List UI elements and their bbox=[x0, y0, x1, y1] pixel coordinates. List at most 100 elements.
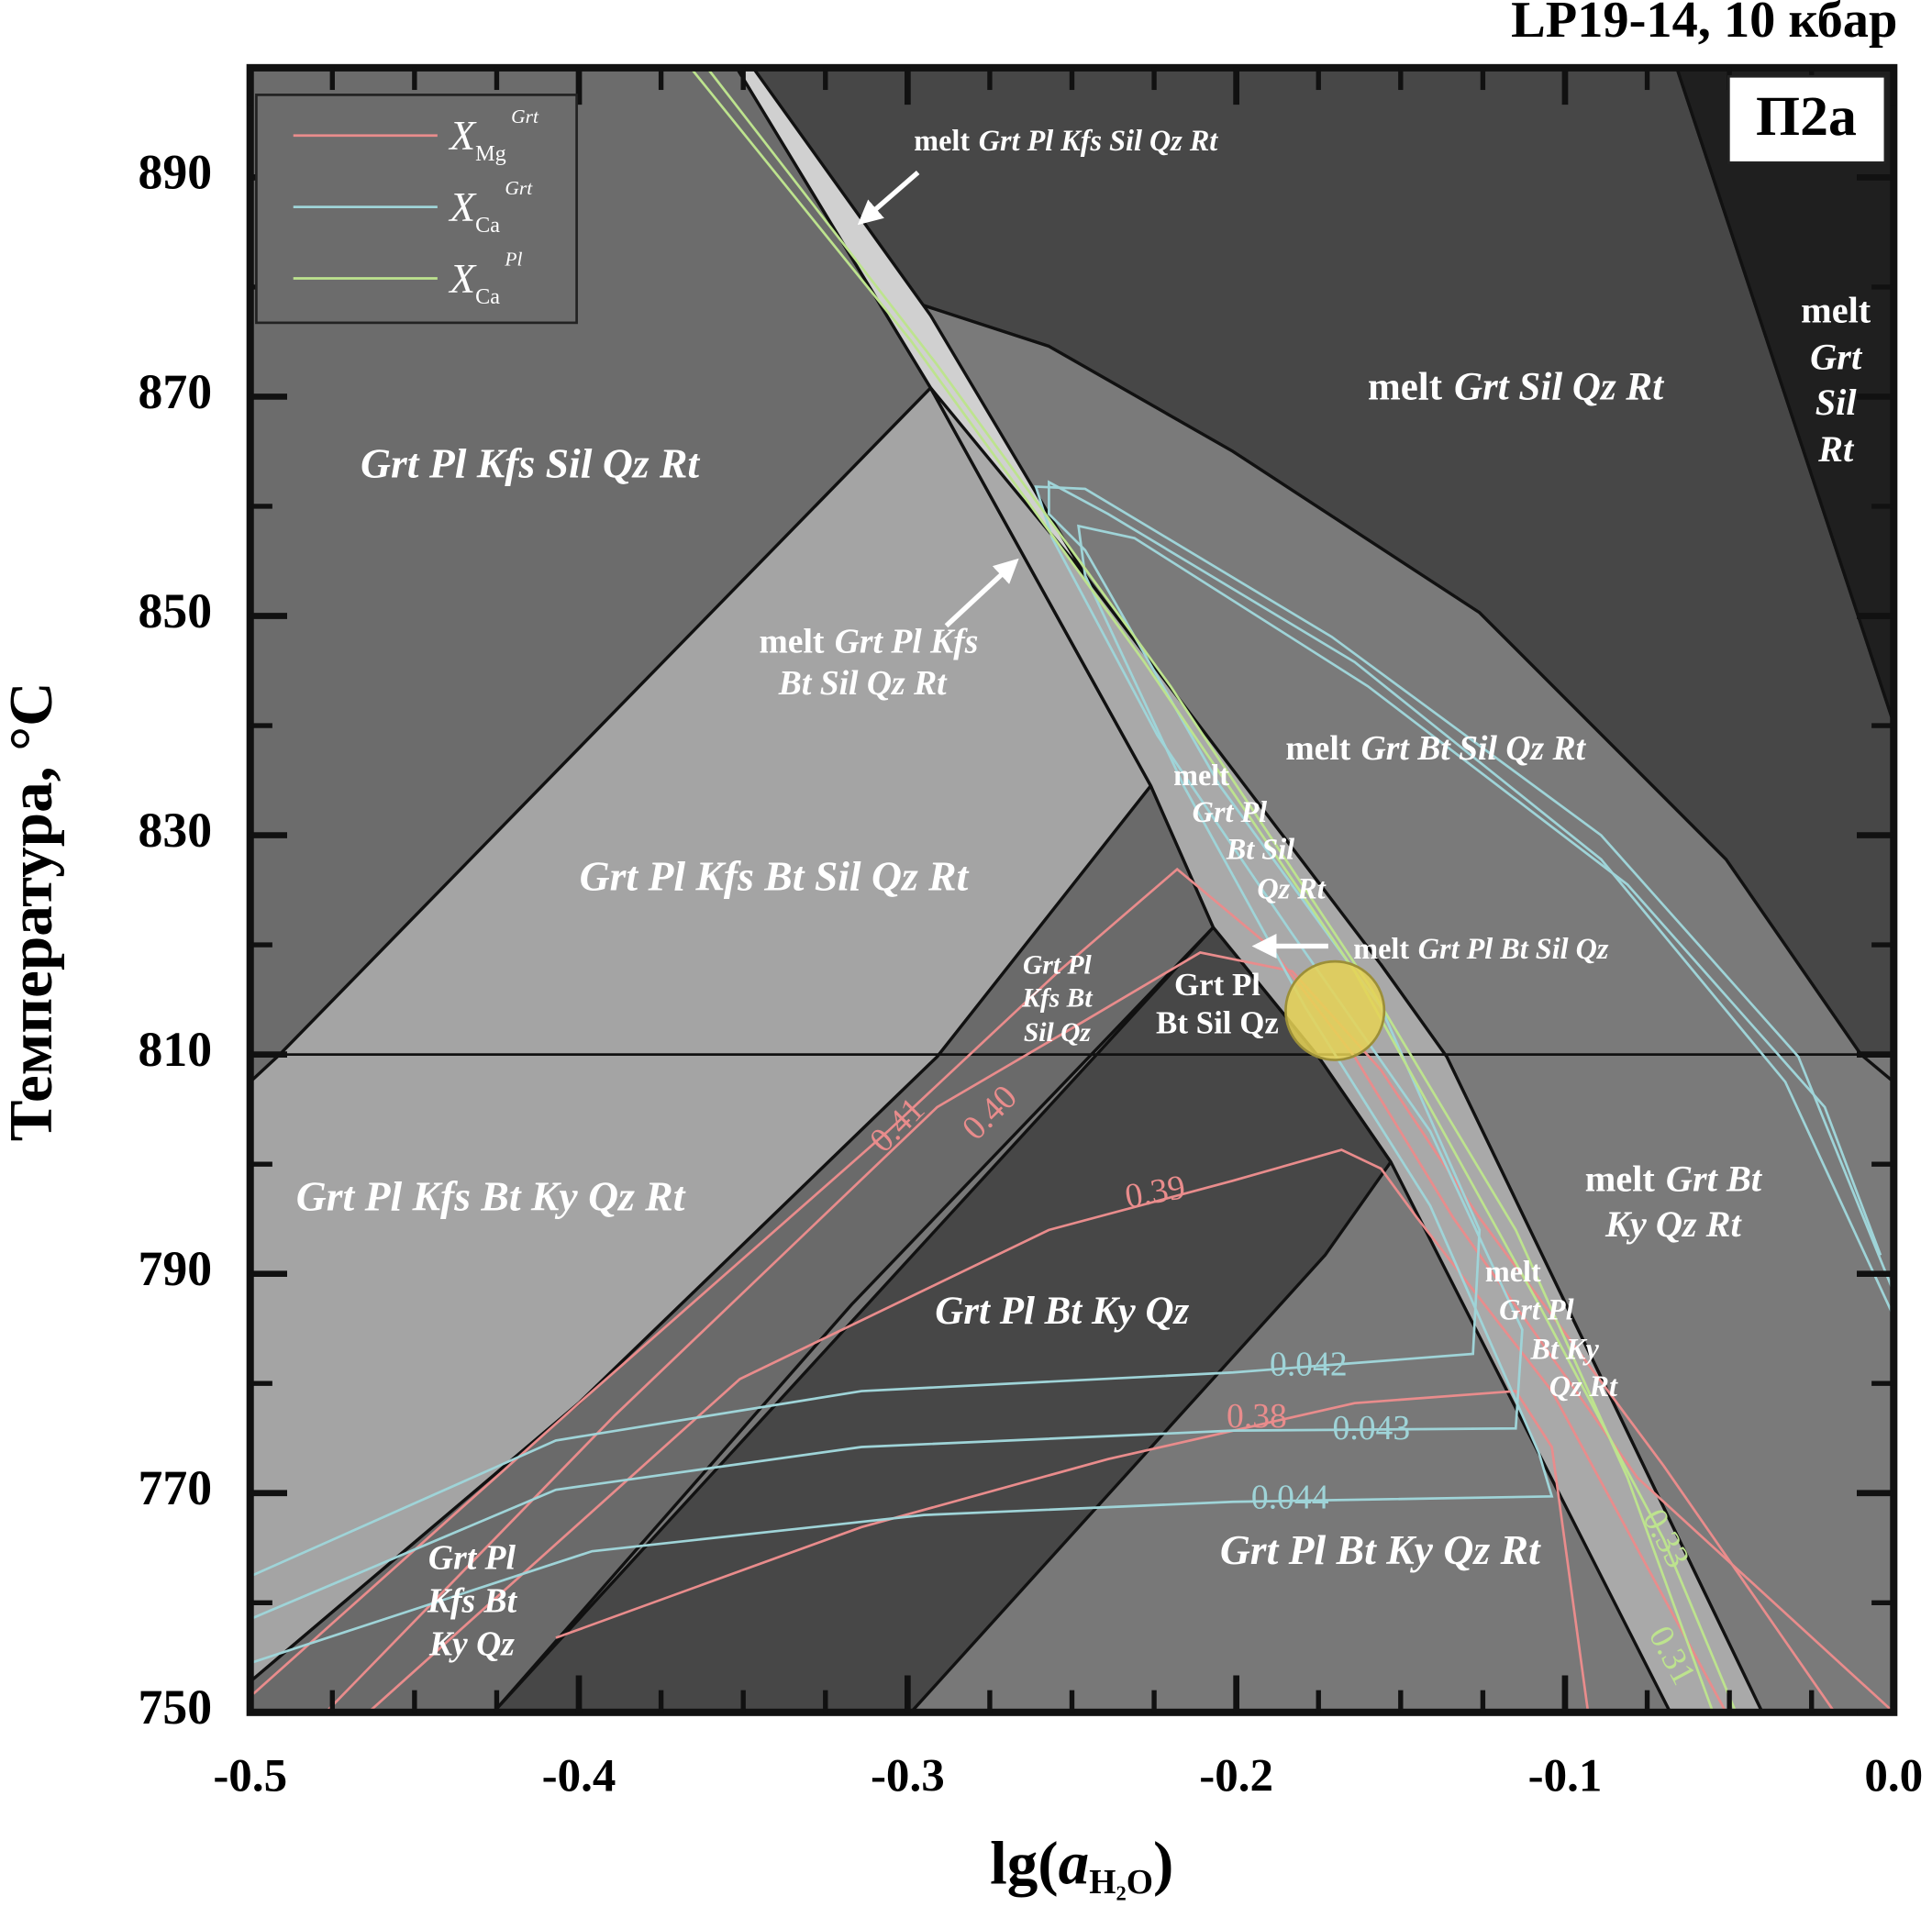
field-label: Bt Ky bbox=[1530, 1333, 1600, 1366]
x-axis-label-part: lg( bbox=[990, 1829, 1059, 1898]
x-axis-label-part: ) bbox=[1153, 1829, 1173, 1898]
isopleth-label: 0.043 bbox=[1333, 1409, 1411, 1447]
field-label: Kfs Bt bbox=[427, 1581, 518, 1620]
field-label-part: Grt Pl Bt Sil Qz bbox=[1418, 933, 1609, 966]
y-tick-label: 810 bbox=[138, 1022, 212, 1077]
field-label-part: Bt Ky bbox=[1530, 1333, 1600, 1366]
x-tick-label: -0.5 bbox=[213, 1750, 287, 1802]
field-label-part: Bt Sil bbox=[1226, 833, 1294, 866]
field-label-part: Rt bbox=[1817, 428, 1855, 470]
arrow bbox=[944, 558, 1019, 628]
field-label-part: Grt Pl bbox=[1174, 967, 1260, 1003]
field-label: Bt Sil bbox=[1226, 833, 1294, 866]
isopleth bbox=[367, 1148, 1727, 1713]
legend-label-part: X bbox=[448, 183, 477, 230]
field-label-part: Grt Pl Kfs Bt Ky Qz Rt bbox=[296, 1173, 686, 1220]
y-tick-label: 850 bbox=[138, 583, 212, 638]
arrow bbox=[857, 170, 920, 226]
field-label-part: melt bbox=[1585, 1159, 1656, 1200]
legend-label: XCaPl bbox=[448, 249, 522, 309]
field-label: Grt Pl bbox=[1193, 795, 1267, 828]
field-label: melt Grt Sil Qz Rt bbox=[1368, 366, 1665, 409]
field-label-part: melt bbox=[914, 125, 970, 158]
isopleth-label: 0.044 bbox=[1251, 1478, 1329, 1516]
field-label: Rt bbox=[1817, 428, 1855, 470]
isopleth bbox=[250, 480, 1894, 1578]
field-label-part: Bt Sil Qz bbox=[1156, 1005, 1279, 1041]
y-tick-label: 890 bbox=[138, 145, 212, 200]
field-label: Grt Pl Kfs Bt Sil Qz Rt bbox=[580, 853, 970, 900]
isopleth-label: 0.042 bbox=[1270, 1345, 1348, 1383]
field-label-part: Grt Pl Kfs bbox=[835, 622, 979, 660]
y-tick-label: 830 bbox=[138, 803, 212, 858]
field-label-part: melt bbox=[1485, 1255, 1541, 1288]
field-label: Ky Qz bbox=[428, 1624, 515, 1663]
field-label-part: Grt Pl bbox=[428, 1538, 516, 1577]
field-label-part: melt bbox=[1173, 759, 1229, 792]
field-label-part: Bt Sil Qz Rt bbox=[778, 664, 948, 703]
phase-field bbox=[1675, 67, 1894, 726]
field-label: melt Grt Pl Kfs bbox=[759, 622, 978, 660]
field-label-part: Grt Bt bbox=[1666, 1159, 1763, 1200]
isopleth bbox=[250, 485, 1894, 1621]
panel-label-box bbox=[1727, 74, 1887, 164]
field-label: Bt Sil Qz bbox=[1156, 1005, 1279, 1041]
sample-point bbox=[1284, 959, 1386, 1061]
field-label: Grt bbox=[1810, 337, 1863, 378]
field-label-part: melt bbox=[1353, 933, 1409, 966]
x-axis-label-part: a bbox=[1059, 1829, 1090, 1898]
field-label-part: Sil bbox=[1815, 382, 1858, 423]
field-label: Grt Pl Kfs Bt Ky Qz Rt bbox=[296, 1173, 686, 1220]
field-label: melt bbox=[1173, 759, 1229, 792]
legend-label-part: Ca bbox=[475, 213, 500, 238]
x-tick-label: 0.0 bbox=[1864, 1750, 1923, 1802]
field-label-part: Grt Pl Kfs Sil Qz Rt bbox=[979, 125, 1219, 158]
field-label-part: Grt Pl Kfs Bt Sil Qz Rt bbox=[580, 853, 970, 900]
legend-box bbox=[255, 94, 578, 325]
legend-label-part: Grt bbox=[505, 177, 533, 199]
field-label: melt Grt Bt Sil Qz Rt bbox=[1285, 729, 1586, 768]
isopleth bbox=[555, 1390, 1590, 1713]
legend-label: XMgGrt bbox=[448, 105, 539, 166]
field-label: Grt Pl bbox=[1023, 950, 1092, 980]
x-tick-label: -0.4 bbox=[542, 1750, 616, 1802]
field-label: melt Grt Pl Kfs Sil Qz Rt bbox=[914, 125, 1218, 158]
field-label: melt bbox=[1485, 1255, 1541, 1288]
field-label-part: melt bbox=[1285, 729, 1350, 768]
field-label: Sil Qz bbox=[1024, 1018, 1092, 1048]
field-label-part: Grt Pl Bt Ky Qz bbox=[935, 1290, 1189, 1333]
field-label-part: Ky Qz Rt bbox=[1604, 1203, 1743, 1245]
field-label: Grt Pl bbox=[428, 1538, 516, 1577]
field-label-part: Grt Pl Kfs Sil Qz Rt bbox=[361, 440, 700, 487]
field-label: Grt Pl Bt Ky Qz Rt bbox=[1220, 1526, 1541, 1573]
isopleth bbox=[250, 524, 1882, 1665]
field-label-part: Qz Rt bbox=[1549, 1369, 1618, 1403]
field-label: Qz Rt bbox=[1257, 872, 1326, 905]
legend-label-part: Grt bbox=[511, 105, 539, 128]
y-tick-label: 870 bbox=[138, 364, 212, 419]
legend-label-part: Mg bbox=[475, 141, 506, 166]
field-label-part: Kfs Bt bbox=[427, 1581, 518, 1620]
field-label-part: Grt bbox=[1810, 337, 1863, 378]
y-tick-label: 790 bbox=[138, 1241, 212, 1296]
legend-label-part: Pl bbox=[504, 249, 522, 271]
legend-label-part: X bbox=[448, 255, 477, 302]
field-label-part: melt bbox=[1368, 366, 1443, 409]
field-label-part: Qz Rt bbox=[1257, 872, 1326, 905]
legend-label-part: Ca bbox=[475, 284, 500, 309]
x-axis-label-part: H₂O bbox=[1089, 1862, 1153, 1901]
field-label: Kfs Bt bbox=[1021, 983, 1093, 1013]
y-tick-label: 770 bbox=[138, 1460, 212, 1515]
field-label: Sil bbox=[1815, 382, 1858, 423]
field-label: melt bbox=[1801, 290, 1871, 331]
field-label: Qz Rt bbox=[1549, 1369, 1618, 1403]
y-axis-label: Температура, °C bbox=[0, 682, 65, 1141]
field-label-part: Ky Qz bbox=[428, 1624, 515, 1663]
isopleth bbox=[325, 951, 1836, 1713]
legend-label-part: X bbox=[448, 113, 477, 160]
field-label-part: Grt Pl bbox=[1193, 795, 1267, 828]
field-label-part: Kfs Bt bbox=[1021, 983, 1093, 1013]
x-tick-label: -0.1 bbox=[1528, 1750, 1603, 1802]
